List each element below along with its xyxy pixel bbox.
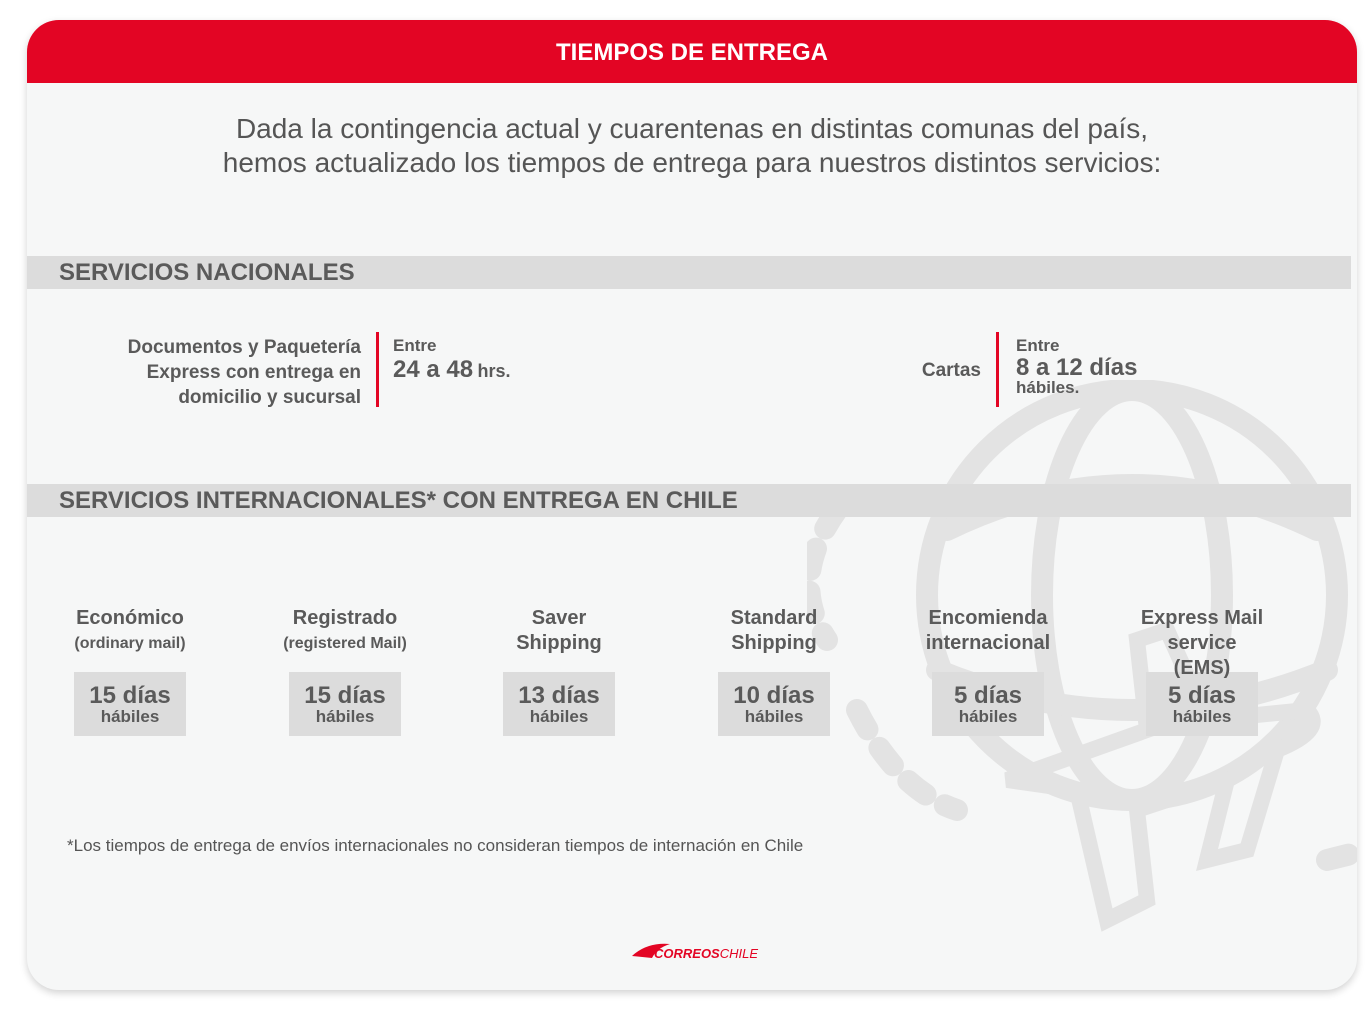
intro-line: hemos actualizado los tiempos de entrega… — [222, 147, 1162, 178]
name: Standard Shipping — [730, 607, 818, 654]
service-name: Standard Shipping — [674, 606, 874, 656]
intro-text: Dada la contingencia actual y cuarentena… — [27, 112, 1357, 180]
pre-label: Entre — [393, 336, 437, 355]
svg-text:CORREOSCHILE: CORREOSCHILE — [654, 946, 758, 961]
days-unit: hábiles — [958, 707, 1018, 726]
service-item: Express Mail service (EMS) 5 días hábiles — [1102, 606, 1302, 736]
section-internacionales: SERVICIOS INTERNACIONALES* CON ENTREGA E… — [27, 484, 1351, 517]
days-unit: hábiles — [100, 707, 160, 726]
name: Económico — [76, 607, 184, 629]
intro-line: Dada la contingencia actual y cuarentena… — [235, 113, 1149, 144]
cartas-label: Cartas — [921, 360, 981, 381]
correos-chile-logo: CORREOSCHILE — [632, 940, 762, 969]
name: Encomienda internacional — [925, 607, 1051, 654]
docs-label: Documentos y Paquetería Express con entre… — [57, 335, 361, 410]
docs-time: Entre 24 a 48 hrs. — [393, 336, 511, 384]
days-value: 15 días — [89, 682, 171, 709]
page-title: TIEMPOS DE ENTREGA — [27, 20, 1357, 83]
time-value: 24 a 48 — [393, 356, 474, 383]
name: Saver Shipping — [516, 607, 602, 654]
service-name: Económico (ordinary mail) — [30, 606, 230, 656]
days-badge: 13 días hábiles — [503, 672, 615, 736]
days-badge: 15 días hábiles — [74, 672, 186, 736]
service-item: Encomienda internacional 5 días hábiles — [888, 606, 1088, 736]
service-name: Encomienda internacional — [888, 606, 1088, 656]
cartas-time: Entre 8 a 12 días hábiles. — [1016, 336, 1137, 396]
divider — [376, 332, 379, 407]
days-badge: 10 días hábiles — [718, 672, 830, 736]
days-value: 13 días — [518, 682, 600, 709]
divider — [996, 332, 999, 407]
days-unit: hábiles — [529, 707, 589, 726]
service-sub: (ordinary mail) — [74, 635, 186, 652]
label-line: domicilio y sucursal — [178, 387, 361, 408]
days-unit: hábiles — [1172, 707, 1232, 726]
label-line: Documentos y Paquetería — [127, 337, 361, 358]
name: Registrado — [292, 607, 398, 629]
footnote: *Los tiempos de entrega de envíos intern… — [67, 836, 804, 855]
name: Express Mail service (EMS) — [1140, 607, 1264, 679]
time-value: 8 a 12 días — [1016, 354, 1138, 381]
service-name: Express Mail service (EMS) — [1102, 606, 1302, 679]
days-badge: 5 días hábiles — [1146, 672, 1258, 736]
section-nacionales: SERVICIOS NACIONALES — [27, 256, 1351, 289]
days-value: 5 días — [953, 682, 1023, 709]
pre-label: Entre — [1016, 336, 1060, 355]
days-value: 5 días — [1167, 682, 1237, 709]
service-item: Saver Shipping 13 días hábiles — [459, 606, 659, 736]
service-sub: (registered Mail) — [283, 635, 407, 652]
label-line: Express con entrega en — [146, 362, 361, 383]
time-unit: hábiles. — [1016, 378, 1080, 397]
days-unit: hábiles — [744, 707, 804, 726]
service-item: Económico (ordinary mail) 15 días hábiles — [30, 606, 230, 736]
service-name: Registrado (registered Mail) — [245, 606, 445, 656]
days-badge: 5 días hábiles — [932, 672, 1044, 736]
days-unit: hábiles — [315, 707, 375, 726]
delivery-times-card: TIEMPOS DE ENTREGA Dada la contingencia … — [27, 20, 1357, 990]
service-item: Standard Shipping 10 días hábiles — [674, 606, 874, 736]
time-unit: hrs. — [477, 361, 511, 381]
days-value: 10 días — [733, 682, 815, 709]
service-item: Registrado (registered Mail) 15 días hábile… — [245, 606, 445, 736]
service-name: Saver Shipping — [459, 606, 659, 656]
days-badge: 15 días hábiles — [289, 672, 401, 736]
days-value: 15 días — [304, 682, 386, 709]
